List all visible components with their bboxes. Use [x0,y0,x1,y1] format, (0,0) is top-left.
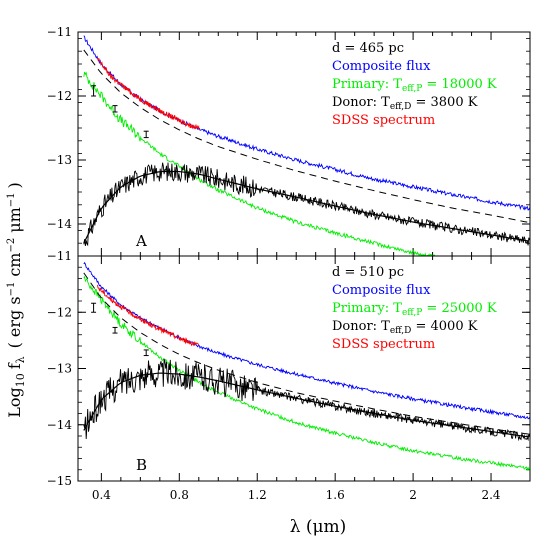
panel-a-donor-value: = 3800 K [411,95,477,110]
y-label-cm: cm [5,253,24,277]
panel-a-error-bar [112,105,118,113]
panel-a-donor-flux-line [83,162,530,247]
panel-b-donor-prefix: Donor: T [332,319,390,334]
panel-b-error-bar [91,302,97,313]
panel-a-composite-flux-line [83,35,530,211]
panel-a-donor-model-curve [83,170,529,244]
x-tick-labels: 0.4 0.8 1.2 1.6 2 2.4 [92,488,501,502]
y-label-exp1: −1 [6,282,17,297]
y-label-lambda: λ [14,356,27,363]
panel-a-sdss-spectrum-line [97,57,200,130]
x-tick-label: 2.4 [481,488,500,502]
panel-b-error-bar [112,326,118,334]
panel-a-primary-prefix: Primary: T [332,77,402,92]
panel-b-scaled-flux-dashed-line [83,272,529,435]
panel-a-donor-prefix: Donor: T [332,95,390,110]
panel-b-sdss-spectrum-line [97,284,200,347]
panel-a-y-tick-label: −14 [47,217,73,231]
panel-a-primary-flux-line [83,71,439,256]
panel-b-legend-composite: Composite flux [332,283,431,298]
x-axis-label: λ (μm) [290,517,347,537]
panel-b-y-tick-label: −12 [47,305,72,319]
panel-a-primary-value: = 18000 K [422,77,497,92]
y-label-exp2: −2 [6,238,17,253]
panel-a-legend-composite: Composite flux [332,59,431,74]
panel-b-plot-area [83,261,530,472]
x-tick-label: 0.8 [170,488,189,502]
panel-b-y-tick-label: −15 [47,474,72,488]
panel-a-label: A [135,232,147,250]
panel-a-y-tick-label: −12 [47,89,72,103]
panel-a-error-bar [91,85,97,97]
panel-a-legend-primary: Primary: Teff,P = 18000 K [332,77,497,94]
panel-a-frame [77,31,531,257]
panel-b-y-tick-label: −13 [47,362,72,376]
panel-a: −11 −12 −13 −14 A d = 465 pc Composite flux… [47,25,531,257]
x-tick-label: 2 [409,488,417,502]
panel-b-primary-sub: eff,P [402,308,422,318]
y-label-close: ) [5,182,24,188]
y-label-units: ( erg s [5,296,24,348]
y-label-f: f [5,362,24,369]
panel-b-legend-donor: Donor: Teff,D = 4000 K [332,319,478,336]
y-label-exp3: −1 [6,192,17,207]
y-label-mu: μm [5,207,24,233]
panel-b: −11 −12 −13 −14 −15 B d = 510 pc Composite f… [47,249,531,488]
panel-a-scaled-flux-dashed-line [83,49,529,223]
panel-b-error-bar [143,349,149,357]
panel-a-legend-distance: d = 465 pc [332,41,404,56]
y-axis-label: Log10fλ( erg s−1cm−2μm−1) [5,182,27,418]
x-tick-label: 1.2 [248,488,267,502]
panel-a-donor-sub: eff,D [390,102,411,112]
panel-b-y-tick-label: −14 [47,418,73,432]
panel-b-label: B [136,456,147,474]
panel-a-plot-area [83,35,530,256]
x-tick-label: 0.4 [92,488,111,502]
panel-b-legend-sdss: SDSS spectrum [332,337,435,352]
panel-a-legend-donor: Donor: Teff,D = 3800 K [332,95,478,112]
panel-b-legend-primary: Primary: Teff,P = 25000 K [332,301,497,318]
panel-a-primary-sub: eff,P [402,84,422,94]
x-tick-label: 1.6 [326,488,345,502]
panel-b-primary-prefix: Primary: T [332,301,402,316]
panel-b-donor-value: = 4000 K [411,319,477,334]
y-label-log: Log [5,387,24,418]
panel-a-y-tick-label: −13 [47,153,72,167]
panel-a-error-bar [143,130,149,139]
panel-b-composite-flux-line [83,261,530,420]
panel-b-donor-sub: eff,D [390,326,411,336]
y-label-sub: 10 [14,373,27,387]
panel-b-y-tick-label: −11 [47,249,72,263]
panel-b-primary-value: = 25000 K [422,301,497,316]
panel-b-donor-model-curve [83,372,529,438]
panel-a-legend-sdss: SDSS spectrum [332,113,435,128]
panel-b-primary-flux-line [83,275,530,472]
panel-b-legend: d = 510 pc Composite flux Primary: Teff,… [332,265,497,352]
panel-b-legend-distance: d = 510 pc [332,265,404,280]
panel-a-y-tick-label: −11 [47,25,72,39]
panel-a-legend: d = 465 pc Composite flux Primary: Teff,… [332,41,497,128]
